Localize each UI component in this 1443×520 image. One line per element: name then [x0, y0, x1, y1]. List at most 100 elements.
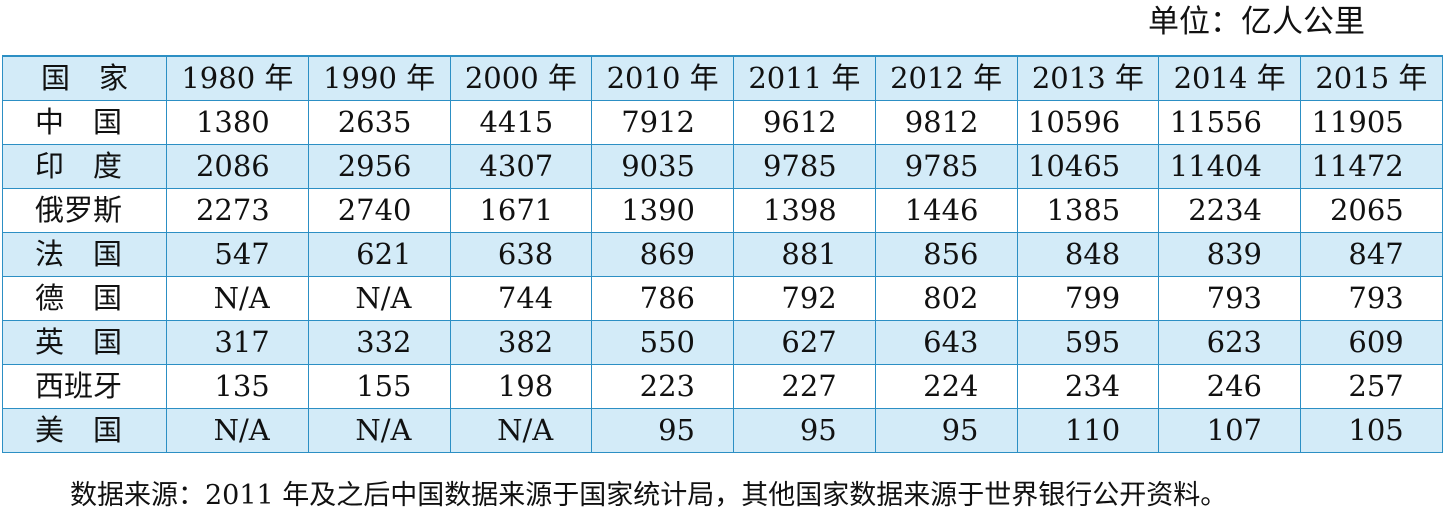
value-cell: 11556	[1158, 100, 1301, 145]
source-note: 数据来源：2011 年及之后中国数据来源于国家统计局，其他国家数据来源于世界银行…	[70, 480, 1228, 511]
value-cell: 382	[449, 320, 593, 365]
country-cell: 中 国	[2, 100, 167, 145]
value-cell: 2065	[1300, 188, 1443, 233]
value-cell: 793	[1158, 276, 1301, 321]
value-cell: 9785	[874, 144, 1018, 189]
value-cell: 847	[1300, 232, 1443, 277]
value-cell: 135	[166, 364, 309, 409]
value-cell: 2086	[166, 144, 309, 189]
value-cell: 155	[307, 364, 451, 409]
table-row: 法 国 547 621 638 869 881 856 848 839 847	[2, 232, 1443, 277]
country-cell: 印 度	[2, 144, 167, 189]
value-cell: 595	[1016, 320, 1160, 365]
value-cell: N/A	[449, 408, 593, 453]
value-cell: 107	[1158, 408, 1301, 453]
value-cell: 227	[733, 364, 876, 409]
value-cell: 95	[874, 408, 1018, 453]
value-cell: 2273	[166, 188, 309, 233]
value-cell: 1385	[1016, 188, 1160, 233]
value-cell: N/A	[307, 408, 451, 453]
value-cell: 799	[1016, 276, 1160, 321]
value-cell: 792	[733, 276, 876, 321]
value-cell: 627	[733, 320, 876, 365]
value-cell: 9785	[733, 144, 876, 189]
value-cell: 839	[1158, 232, 1301, 277]
value-cell: 2956	[307, 144, 451, 189]
value-cell: 9035	[591, 144, 734, 189]
value-cell: 2635	[307, 100, 451, 145]
table-row: 美 国 N/A N/A N/A 95 95 95 110 107 105	[2, 408, 1443, 453]
table-row: 俄罗斯 2273 2740 1671 1390 1398 1446 1385 2…	[2, 188, 1443, 233]
value-cell: 9812	[874, 100, 1018, 145]
header-year: 1980 年	[166, 55, 309, 101]
value-cell: 550	[591, 320, 734, 365]
table-row: 中 国 1380 2635 4415 7912 9612 9812 10596 …	[2, 100, 1443, 145]
value-cell: 869	[591, 232, 734, 277]
country-cell: 俄罗斯	[2, 188, 167, 233]
value-cell: 856	[874, 232, 1018, 277]
country-cell: 德 国	[2, 276, 167, 321]
value-cell: 793	[1300, 276, 1443, 321]
value-cell: N/A	[166, 276, 309, 321]
table-row: 德 国 N/A N/A 744 786 792 802 799 793 793	[2, 276, 1443, 321]
value-cell: 621	[307, 232, 451, 277]
value-cell: 623	[1158, 320, 1301, 365]
header-year: 2013 年	[1016, 55, 1160, 101]
value-cell: 744	[449, 276, 593, 321]
value-cell: 4415	[449, 100, 593, 145]
value-cell: 547	[166, 232, 309, 277]
value-cell: 246	[1158, 364, 1301, 409]
table-row: 西班牙 135 155 198 223 227 224 234 246 257	[2, 364, 1443, 409]
value-cell: 7912	[591, 100, 734, 145]
header-year: 2012 年	[874, 55, 1018, 101]
table-row: 英 国 317 332 382 550 627 643 595 623 609	[2, 320, 1443, 365]
value-cell: 638	[449, 232, 593, 277]
value-cell: 110	[1016, 408, 1160, 453]
value-cell: 11472	[1300, 144, 1443, 189]
value-cell: 609	[1300, 320, 1443, 365]
header-country: 国 家	[2, 55, 167, 101]
country-cell: 美 国	[2, 408, 167, 453]
value-cell: 198	[449, 364, 593, 409]
value-cell: 881	[733, 232, 876, 277]
value-cell: 4307	[449, 144, 593, 189]
header-year: 2011 年	[733, 55, 876, 101]
value-cell: 11404	[1158, 144, 1301, 189]
unit-label: 单位：亿人公里	[1148, 4, 1365, 40]
value-cell: 223	[591, 364, 734, 409]
value-cell: 95	[733, 408, 876, 453]
value-cell: 802	[874, 276, 1018, 321]
header-year: 2010 年	[591, 55, 734, 101]
value-cell: 786	[591, 276, 734, 321]
value-cell: 1380	[166, 100, 309, 145]
value-cell: 2234	[1158, 188, 1301, 233]
header-year: 2014 年	[1158, 55, 1301, 101]
value-cell: N/A	[307, 276, 451, 321]
country-cell: 法 国	[2, 232, 167, 277]
value-cell: 224	[874, 364, 1018, 409]
value-cell: 1446	[874, 188, 1018, 233]
value-cell: 95	[591, 408, 734, 453]
header-year: 2015 年	[1300, 55, 1443, 101]
value-cell: N/A	[166, 408, 309, 453]
country-cell: 西班牙	[2, 364, 167, 409]
value-cell: 332	[307, 320, 451, 365]
value-cell: 317	[166, 320, 309, 365]
value-cell: 234	[1016, 364, 1160, 409]
value-cell: 257	[1300, 364, 1443, 409]
header-year: 1990 年	[307, 55, 451, 101]
value-cell: 1398	[733, 188, 876, 233]
value-cell: 10465	[1016, 144, 1160, 189]
value-cell: 1671	[449, 188, 593, 233]
value-cell: 643	[874, 320, 1018, 365]
value-cell: 9612	[733, 100, 876, 145]
value-cell: 848	[1016, 232, 1160, 277]
country-cell: 英 国	[2, 320, 167, 365]
value-cell: 1390	[591, 188, 734, 233]
header-year: 2000 年	[449, 55, 593, 101]
value-cell: 2740	[307, 188, 451, 233]
value-cell: 105	[1300, 408, 1443, 453]
table-row: 印 度 2086 2956 4307 9035 9785 9785 10465 …	[2, 144, 1443, 189]
value-cell: 10596	[1016, 100, 1160, 145]
passenger-turnover-table: 国 家 1980 年 1990 年 2000 年 2010 年 2011 年 2…	[2, 55, 1443, 453]
